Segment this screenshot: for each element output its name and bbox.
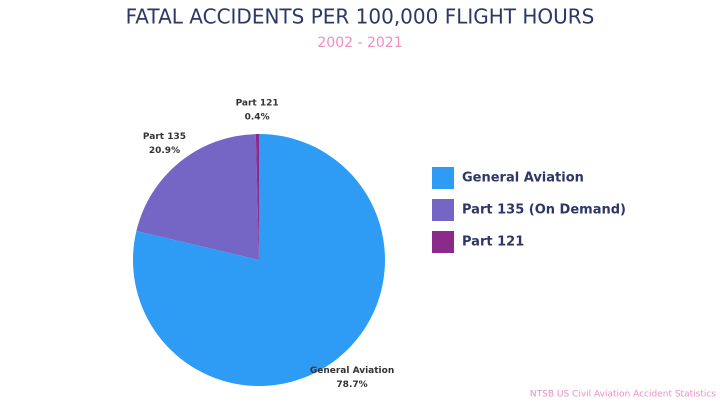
- slice-label: Part 135: [143, 132, 186, 142]
- source-note: NTSB US Civil Aviation Accident Statisti…: [530, 390, 716, 400]
- slice-label: General Aviation: [310, 366, 394, 376]
- legend-swatch: [432, 199, 454, 221]
- legend-label: Part 135 (On Demand): [462, 203, 626, 218]
- pie-slice: [136, 134, 259, 260]
- legend-label: Part 121: [462, 235, 524, 250]
- slice-value-label: 78.7%: [336, 380, 367, 390]
- chart-subtitle: 2002 - 2021: [317, 35, 402, 51]
- legend-swatch: [432, 167, 454, 189]
- slice-label: Part 121: [236, 99, 279, 109]
- legend-label: General Aviation: [462, 171, 584, 186]
- pie-slice: [255, 134, 259, 260]
- chart-title: FATAL ACCIDENTS PER 100,000 FLIGHT HOURS: [126, 5, 595, 29]
- slice-value-label: 0.4%: [245, 113, 270, 123]
- legend-swatch: [432, 231, 454, 253]
- slice-value-label: 20.9%: [149, 146, 180, 156]
